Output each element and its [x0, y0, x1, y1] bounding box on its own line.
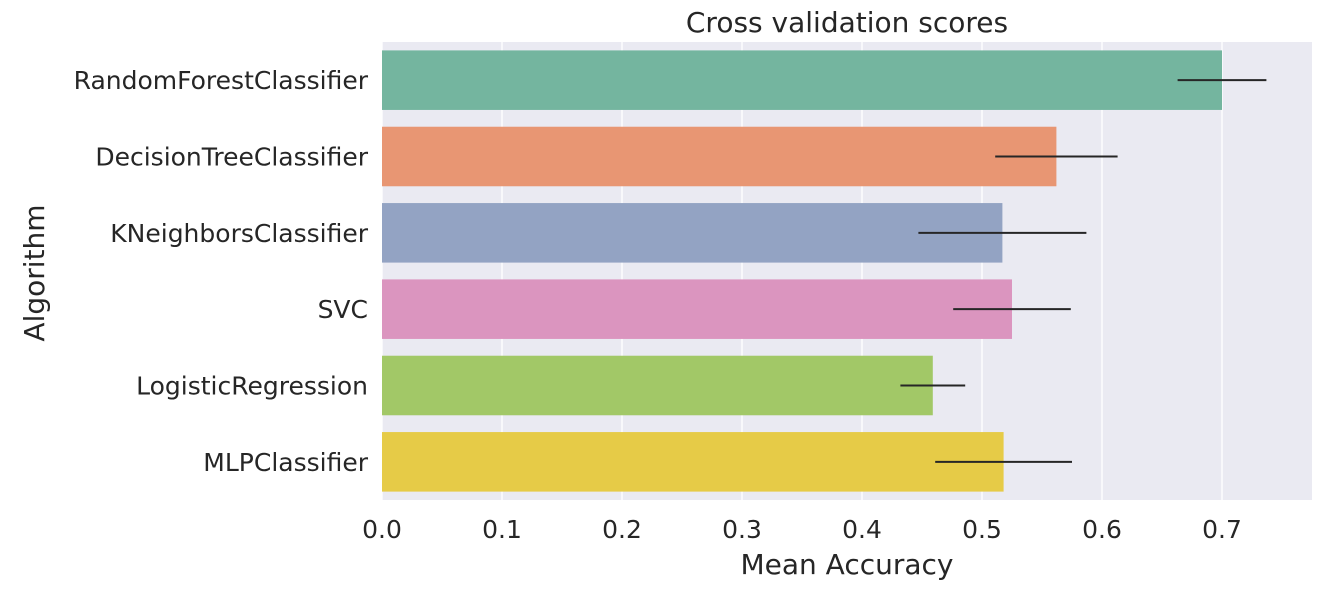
- y-category-label: MLPClassifier: [203, 448, 368, 477]
- bar: [382, 432, 1004, 492]
- x-tick-label: 0.4: [842, 515, 882, 544]
- chart-title: Cross validation scores: [686, 6, 1008, 39]
- x-tick-label: 0.0: [362, 515, 402, 544]
- bar: [382, 203, 1003, 263]
- y-category-label: LogisticRegression: [136, 372, 368, 401]
- x-tick-label: 0.6: [1082, 515, 1122, 544]
- bar: [382, 279, 1012, 339]
- bar: [382, 50, 1222, 110]
- x-tick-labels: 0.0 0.1 0.2 0.3 0.4 0.5 0.6 0.7: [362, 515, 1242, 544]
- y-category-label: RandomForestClassifier: [74, 66, 369, 95]
- x-axis-label: Mean Accuracy: [740, 548, 953, 581]
- y-category-labels: RandomForestClassifier DecisionTreeClassi…: [74, 66, 369, 477]
- bar: [382, 126, 1057, 187]
- x-tick-label: 0.2: [602, 515, 642, 544]
- plot-area: [382, 42, 1312, 500]
- x-tick-label: 0.7: [1202, 515, 1242, 544]
- bars: [382, 50, 1222, 492]
- y-category-label: DecisionTreeClassifier: [95, 143, 368, 172]
- x-tick-label: 0.5: [962, 515, 1002, 544]
- x-tick-label: 0.3: [722, 515, 762, 544]
- x-tick-label: 0.1: [482, 515, 522, 544]
- y-category-label: KNeighborsClassifier: [110, 219, 368, 248]
- bar: [382, 355, 933, 416]
- error-bars: [900, 79, 1267, 463]
- y-category-label: SVC: [318, 295, 368, 324]
- grid-lines: [381, 42, 1223, 500]
- y-axis-label: Algorithm: [18, 204, 51, 341]
